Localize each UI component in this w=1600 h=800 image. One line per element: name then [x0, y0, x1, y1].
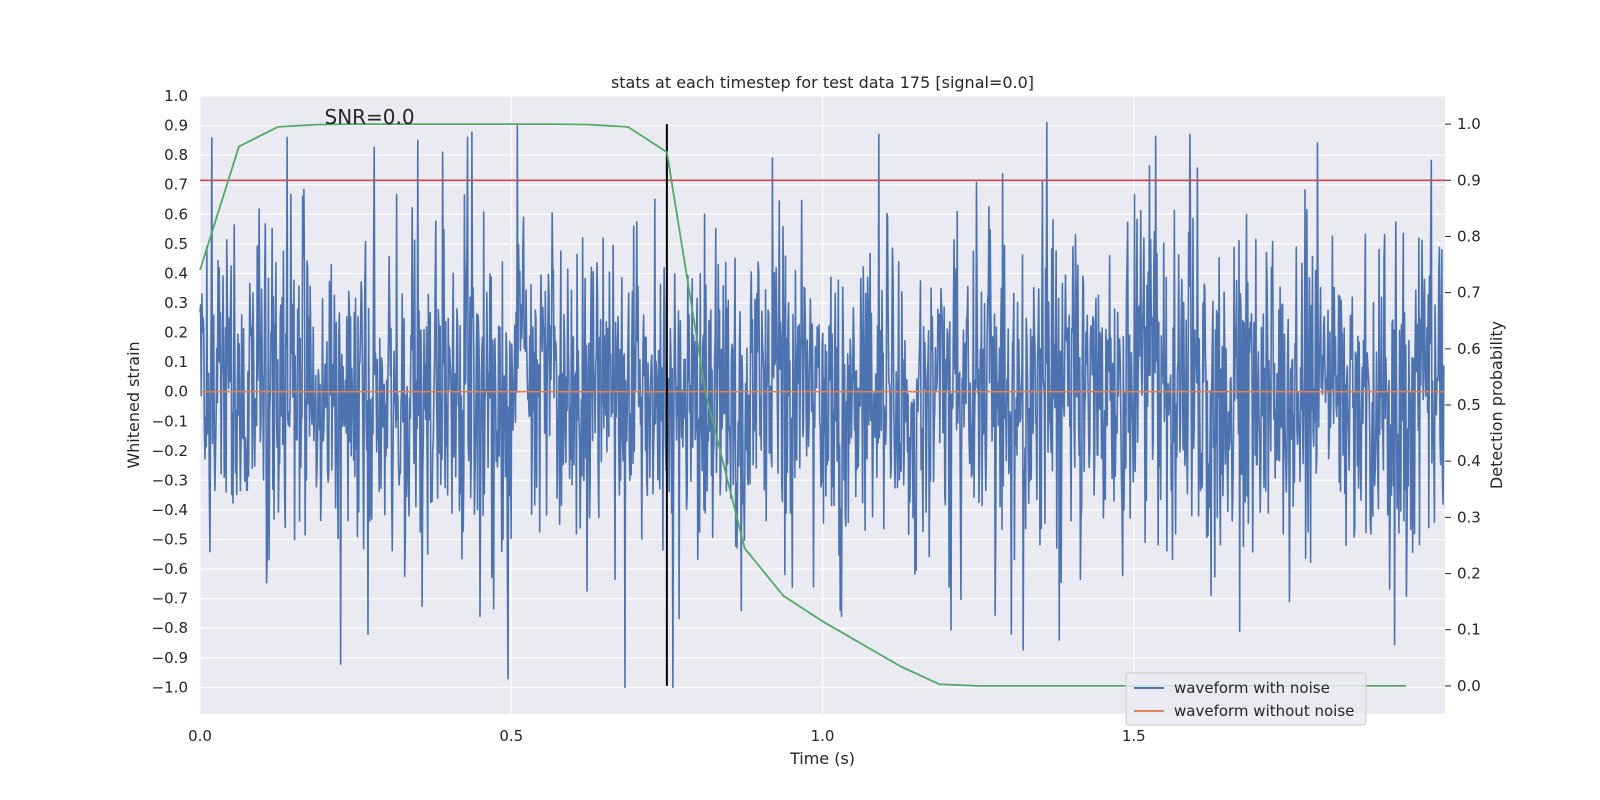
- right-tick-label-10: 0.0: [1457, 677, 1481, 695]
- right-tick-label-9: 0.1: [1457, 621, 1481, 639]
- left-tick-label-9: 0.1: [164, 353, 188, 371]
- x-tick-label-0: 0.0: [188, 727, 212, 745]
- left-tick-label-0: 1.0: [164, 87, 188, 105]
- x-tick-label-2: 1.0: [811, 727, 835, 745]
- right-tick-label-0: 1.0: [1457, 115, 1481, 133]
- left-tick-label-15: −0.5: [152, 531, 188, 549]
- x-tick-label-1: 0.5: [499, 727, 523, 745]
- chart-title: stats at each timestep for test data 175…: [611, 73, 1034, 92]
- legend: waveform with noise waveform without noi…: [1125, 672, 1367, 726]
- left-tick-label-16: −0.6: [152, 560, 188, 578]
- left-tick-label-19: −0.9: [152, 649, 188, 667]
- right-tick-label-6: 0.4: [1457, 452, 1481, 470]
- x-axis-label: Time (s): [789, 749, 855, 768]
- noisy-waveform-layer: [199, 121, 1445, 689]
- right-tick-label-3: 0.7: [1457, 284, 1481, 302]
- legend-box: [1125, 672, 1367, 726]
- left-tick-label-6: 0.4: [164, 264, 188, 282]
- left-tick-label-7: 0.3: [164, 294, 188, 312]
- left-tick-label-11: −0.1: [152, 412, 188, 430]
- left-tick-label-10: 0.0: [164, 383, 188, 401]
- left-tick-label-1: 0.9: [164, 117, 188, 135]
- left-tick-label-20: −1.0: [152, 678, 188, 696]
- left-tick-label-14: −0.4: [152, 501, 188, 519]
- left-tick-label-3: 0.7: [164, 176, 188, 194]
- legend-label-noisy: waveform with noise: [1174, 679, 1330, 697]
- left-tick-label-18: −0.8: [152, 619, 188, 637]
- left-tick-label-17: −0.7: [152, 590, 188, 608]
- left-tick-label-2: 0.8: [164, 146, 188, 164]
- left-tick-label-12: −0.2: [152, 442, 188, 460]
- left-axis-ticks: 1.0 0.9 0.8 0.7 0.6 0.5 0.4 0.3 0.2 0.1 0.0 −0.1 −0.…: [152, 87, 188, 696]
- snr-annotation: SNR=0.0: [325, 105, 415, 129]
- right-tick-label-1: 0.9: [1457, 171, 1481, 189]
- right-tick-label-7: 0.3: [1457, 508, 1481, 526]
- right-tick-label-4: 0.6: [1457, 340, 1481, 358]
- right-tick-label-8: 0.2: [1457, 565, 1481, 583]
- left-axis-label: Whitened strain: [124, 341, 143, 468]
- right-tick-label-5: 0.5: [1457, 396, 1481, 414]
- right-tick-label-2: 0.8: [1457, 227, 1481, 245]
- left-tick-label-13: −0.3: [152, 471, 188, 489]
- left-tick-label-5: 0.5: [164, 235, 188, 253]
- right-axis-ticks: 1.0 0.9 0.8 0.7 0.6 0.5 0.4 0.3 0.2 0.1 0.0: [1445, 115, 1481, 695]
- left-tick-label-4: 0.6: [164, 205, 188, 223]
- left-tick-label-8: 0.2: [164, 324, 188, 342]
- series-waveform-with-noise: [199, 121, 1445, 689]
- right-axis-label: Detection probability: [1487, 321, 1506, 489]
- x-tick-label-3: 1.5: [1122, 727, 1146, 745]
- x-axis-ticks: 0.0 0.5 1.0 1.5: [188, 727, 1146, 745]
- legend-label-clean: waveform without noise: [1174, 702, 1354, 720]
